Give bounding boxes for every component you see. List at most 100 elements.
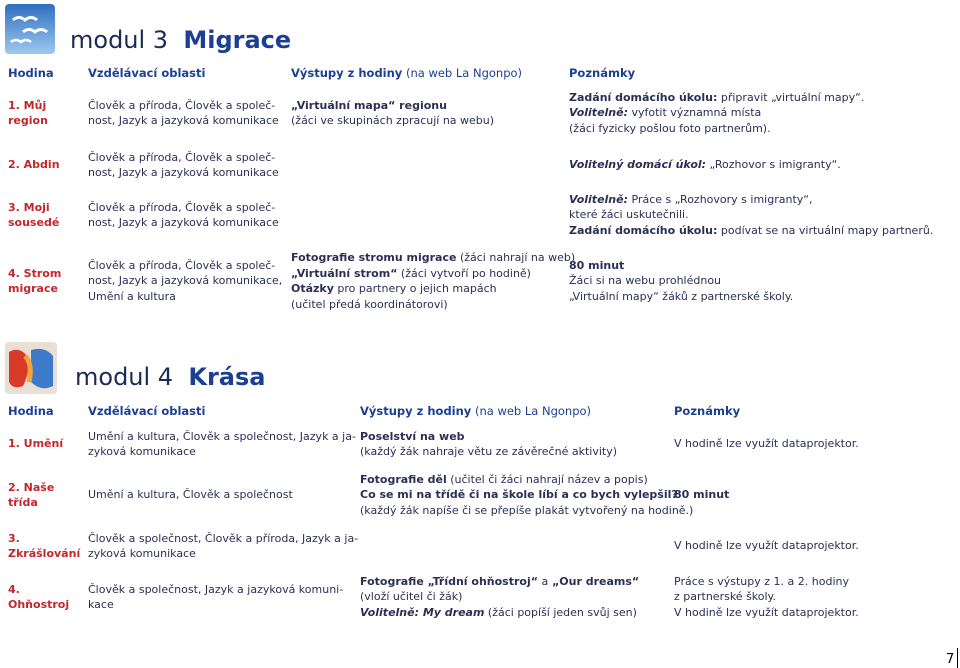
module-3-icon [5, 4, 55, 54]
text-line: Zadání domácího úkolu: podívat se na vir… [569, 223, 933, 239]
column-header: Vzdělávací oblasti [88, 404, 205, 420]
header-text: Hodina [8, 404, 54, 418]
text-line: region [8, 114, 48, 127]
text-run: Zadání domácího úkolu: [569, 223, 718, 237]
areas-cell: Umění a kultura, Člověk a společnost, Ja… [88, 429, 356, 460]
text-line: Zkrášlování [8, 547, 81, 560]
areas-cell: Člověk a společnost, Člověk a příroda, J… [88, 531, 358, 562]
text-run: (žáci vytvoří po hodině) [397, 266, 531, 280]
text-line: Žáci si na webu prohlédnou [569, 273, 793, 289]
text-run: „Rozhovor s imigranty“. [706, 158, 841, 172]
outputs-cell: Fotografie „Třídní ohňostroj“ a „Our dre… [360, 574, 639, 621]
text-run: Poselství na web [360, 429, 465, 443]
text-line: Umění a kultura, Člověk a společnost [88, 487, 293, 503]
notes-cell: V hodině lze využít dataprojektor. [674, 436, 859, 452]
text-line: Umění a kultura, Člověk a společnost, Ja… [88, 429, 356, 445]
text-line: 3. [8, 531, 20, 545]
header-text: (na web La Ngonpo) [471, 404, 592, 418]
header-text: Vzdělávací oblasti [88, 66, 206, 80]
text-line: 4. Strom [8, 266, 62, 280]
text-run: Volitelný domácí úkol: [569, 158, 707, 172]
text-line: sousedé [8, 216, 60, 229]
text-run: Fotografie stromu migrace [291, 251, 457, 264]
text-run: nost, Jazyk a jazyková komunikace [88, 114, 279, 127]
text-run: které žáci uskutečnili. [569, 208, 689, 222]
text-line: Člověk a příroda, Člověk a společ- [88, 150, 279, 166]
text-line: (žáci ve skupinách zpracují na webu) [291, 113, 494, 129]
text-run: Otázky [291, 282, 334, 295]
hour-cell: 3. Moji sousedé [8, 200, 59, 231]
text-run: „Virtuální mapy“ žáků z partnerské školy… [569, 289, 794, 303]
column-header: Výstupy z hodiny (na web La Ngonpo) [291, 66, 522, 82]
notes-cell: Práce s výstupy z 1. a 2. hodiny z partne… [674, 574, 859, 621]
outputs-cell: Poselství na web (každý žák nahraje větu … [360, 429, 617, 460]
header-text: (na web La Ngonpo) [402, 66, 523, 80]
text-run: Umění a kultura, Člověk a společnost, Ja… [88, 429, 356, 443]
text-line: Práce s výstupy z 1. a 2. hodiny [674, 574, 859, 590]
text-line: 80 minut [674, 487, 729, 503]
text-run: nost, Jazyk a jazyková komunikace, [88, 274, 283, 288]
notes-cell: V hodině lze využít dataprojektor. [674, 538, 859, 554]
text-run: Umění a kultura, Člověk a společnost [88, 488, 293, 502]
text-line: Člověk a příroda, Člověk a společ- [88, 200, 279, 216]
column-header: Výstupy z hodiny (na web La Ngonpo) [360, 404, 591, 420]
text-line: Poselství na web [360, 429, 617, 445]
text-line: Fotografie stromu migrace (žáci nahrají … [291, 250, 575, 266]
text-run: kace [88, 598, 114, 611]
text-line: kace [88, 597, 343, 613]
text-line: Člověk a příroda, Člověk a společ- [88, 98, 279, 114]
areas-cell: Člověk a příroda, Člověk a společ-nost, … [88, 258, 282, 305]
hour-cell: 2. Naše třída [8, 480, 54, 511]
text-line: Člověk a společnost, Jazyk a jazyková ko… [88, 582, 343, 598]
text-run: „Třídní ohňostroj“ [423, 574, 538, 588]
text-run: Člověk a příroda, Člověk a společ- [88, 98, 276, 112]
text-line: (učitel předá koordinátorovi) [291, 297, 575, 313]
text-run: Fotografie děl [360, 472, 447, 486]
text-run: Člověk a příroda, Člověk a společ- [88, 258, 276, 272]
module-title: Migrace [183, 26, 292, 54]
text-line: migrace [8, 282, 58, 295]
notes-cell: 80 minut Žáci si na webu prohlédnou „Virtu… [569, 258, 793, 305]
notes-cell: Volitelný domácí úkol: „Rozhovor s imigr… [569, 157, 841, 173]
areas-cell: Člověk a příroda, Člověk a společ-nost, … [88, 200, 279, 231]
text-run: V hodině lze využít dataprojektor. [674, 437, 859, 451]
text-run: Umění a kultura [88, 289, 176, 303]
text-run: nost, Jazyk a jazyková komunikace [88, 166, 279, 179]
module-4-heading: modul 4 Krása [75, 363, 265, 391]
module-3-heading: modul 3 Migrace [70, 26, 291, 54]
text-run: „Virtuální strom“ [291, 266, 398, 280]
text-run: pro partnery o jejich mapách [333, 282, 497, 295]
module-title: Krása [188, 363, 266, 391]
text-line: Ohňostroj [8, 598, 70, 611]
text-run: V hodině lze využít dataprojektor. [674, 605, 859, 619]
text-run: (žáci nahrají na web) [456, 251, 576, 264]
text-run: (žáci fyzicky pošlou foto partnerům). [569, 121, 771, 135]
column-header: Hodina [8, 66, 54, 82]
column-header: Vzdělávací oblasti [88, 66, 205, 82]
column-header: Poznámky [674, 404, 740, 420]
text-line: Volitelně: Práce s „Rozhovory s imigrant… [569, 192, 933, 208]
text-line: Zadání domácího úkolu: připravit „virtuá… [569, 90, 864, 106]
text-run: Žáci si na webu prohlédnou [569, 274, 722, 288]
notes-cell: Zadání domácího úkolu: připravit „virtuá… [569, 90, 864, 137]
module-4-icon [5, 342, 57, 394]
module-label: modul 3 [70, 26, 169, 54]
text-line: třída [8, 496, 38, 509]
text-run: Volitelně: [360, 605, 419, 619]
text-run: (žáci ve skupinách zpracují na webu) [291, 114, 495, 127]
text-run: (každý žák nahraje větu ze závěrečné akt… [360, 445, 618, 458]
text-run: (žáci popíší jeden svůj sen) [484, 605, 637, 619]
notes-cell: 80 minut [674, 487, 729, 503]
text-run: Volitelně: [569, 192, 628, 206]
text-line: nost, Jazyk a jazyková komunikace, [88, 273, 282, 289]
text-run: Člověk a společnost, Člověk a příroda, J… [88, 531, 359, 545]
text-line: (žáci fyzicky pošlou foto partnerům). [569, 121, 864, 137]
text-line: 4. [8, 582, 20, 596]
text-run: Co se mi na třídě či na škole líbí a co … [360, 488, 678, 502]
text-run: (učitel či žáci nahrají název a popis) [446, 472, 648, 486]
text-run: V hodině lze využít dataprojektor. [674, 539, 859, 553]
text-line: Člověk a společnost, Člověk a příroda, J… [88, 531, 358, 547]
text-line: Co se mi na třídě či na škole líbí a co … [360, 487, 693, 503]
text-run: z partnerské školy. [674, 590, 776, 604]
text-run: My dream [419, 605, 485, 619]
